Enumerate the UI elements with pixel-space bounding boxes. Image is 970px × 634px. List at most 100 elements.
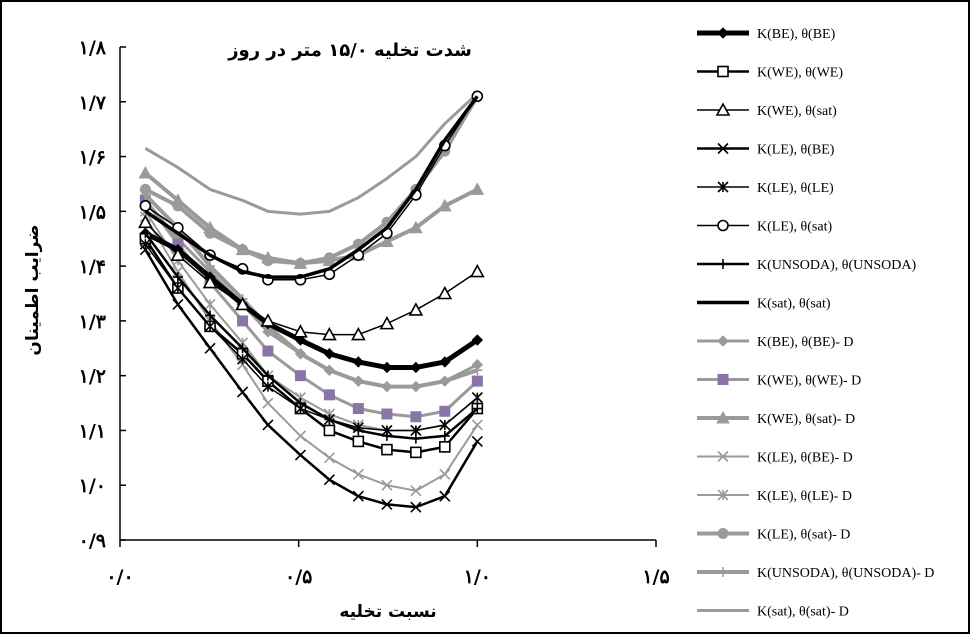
data-point — [172, 272, 183, 283]
legend-label: K(UNSODA), θ(UNSODA) — [757, 258, 916, 273]
data-point — [381, 381, 392, 392]
series-line — [144, 243, 478, 432]
data-point — [409, 220, 423, 234]
data-point — [262, 345, 274, 357]
data-point — [439, 441, 451, 453]
data-point — [323, 348, 336, 360]
legend-label: K(LE), θ(LE) — [757, 181, 834, 196]
data-point — [237, 244, 249, 256]
data-point — [140, 228, 151, 239]
legend-item: K(sat), θ(sat)- D — [697, 605, 849, 620]
data-point — [716, 410, 730, 424]
data-point — [294, 370, 306, 382]
x-tick-label: ۰/۰ — [106, 566, 133, 588]
data-point — [471, 419, 483, 431]
data-point — [439, 376, 450, 387]
data-point — [379, 315, 395, 330]
data-point — [381, 443, 393, 456]
data-point — [202, 274, 218, 289]
data-point — [471, 375, 483, 387]
data-point — [324, 414, 335, 425]
data-point — [410, 381, 421, 392]
data-point — [439, 405, 451, 417]
y-tick-label: ۱/۷ — [79, 92, 107, 114]
data-point — [471, 334, 484, 346]
data-point — [295, 398, 306, 409]
data-point — [352, 468, 364, 480]
data-point — [410, 446, 422, 459]
y-tick-label: ۰/۹ — [79, 530, 106, 552]
series-11 — [139, 211, 483, 497]
data-point — [381, 408, 393, 420]
data-point — [718, 259, 728, 269]
series-line — [144, 231, 479, 370]
data-point — [352, 403, 364, 415]
x-tick-label: ۱/۵ — [642, 566, 669, 588]
data-point — [237, 343, 248, 354]
data-point — [472, 403, 483, 414]
data-point — [172, 200, 184, 212]
series-line — [144, 216, 479, 492]
data-point — [352, 490, 364, 502]
data-point — [471, 435, 483, 447]
data-point — [140, 189, 151, 200]
series-line — [144, 92, 479, 216]
plot-series — [138, 90, 485, 513]
data-point — [204, 298, 216, 311]
legend-item: K(WE), θ(WE)- D — [697, 374, 861, 389]
data-point — [717, 489, 729, 501]
data-point — [717, 450, 729, 463]
y-tick-label: ۱/۳ — [79, 311, 107, 333]
series-7 — [144, 95, 479, 279]
data-point — [410, 361, 422, 374]
data-point — [350, 326, 366, 341]
data-point — [293, 324, 308, 338]
series-line — [144, 95, 479, 279]
series-3 — [139, 244, 483, 513]
data-point — [139, 200, 152, 212]
data-point — [138, 214, 153, 229]
data-point — [717, 335, 729, 347]
data-point — [437, 285, 453, 300]
data-point — [170, 247, 186, 261]
data-point — [262, 370, 273, 381]
data-point — [262, 397, 274, 409]
data-point — [262, 381, 274, 393]
data-point — [381, 498, 393, 510]
data-point — [717, 65, 729, 78]
legend-item: K(UNSODA), θ(UNSODA)- D — [697, 566, 934, 581]
data-point — [323, 474, 335, 486]
legend-item: K(WE), θ(sat)- D — [697, 410, 855, 427]
legend-item: K(LE), θ(sat)- D — [697, 528, 850, 543]
data-point — [408, 302, 424, 316]
legend-label: K(LE), θ(BE) — [757, 143, 835, 158]
data-point — [717, 27, 729, 39]
legend-label: K(BE), θ(BE)- D — [757, 335, 854, 350]
data-point — [294, 430, 307, 442]
data-point — [236, 359, 249, 371]
data-point — [322, 326, 337, 341]
data-point — [204, 342, 216, 354]
y-tick-label: ۱/۴ — [79, 256, 106, 278]
series-line — [143, 193, 478, 389]
y-tick-label: ۱/۵ — [79, 201, 106, 223]
data-point — [381, 479, 393, 491]
legend-label: K(WE), θ(sat)- D — [757, 412, 855, 427]
data-point — [437, 198, 452, 212]
series-line — [144, 249, 479, 509]
data-point — [172, 298, 184, 311]
legend-item: K(LE), θ(BE)- D — [697, 451, 853, 466]
legend-item: K(BE), θ(BE)- D — [697, 335, 854, 350]
data-point — [717, 181, 729, 193]
data-point — [138, 165, 153, 179]
data-point — [324, 365, 335, 376]
legend-label: K(WE), θ(WE)- D — [757, 374, 861, 389]
x-tick-label: ۱/۰ — [464, 566, 491, 588]
data-point — [323, 252, 335, 264]
data-point — [471, 392, 483, 404]
data-point — [472, 365, 483, 376]
data-point — [262, 419, 274, 431]
